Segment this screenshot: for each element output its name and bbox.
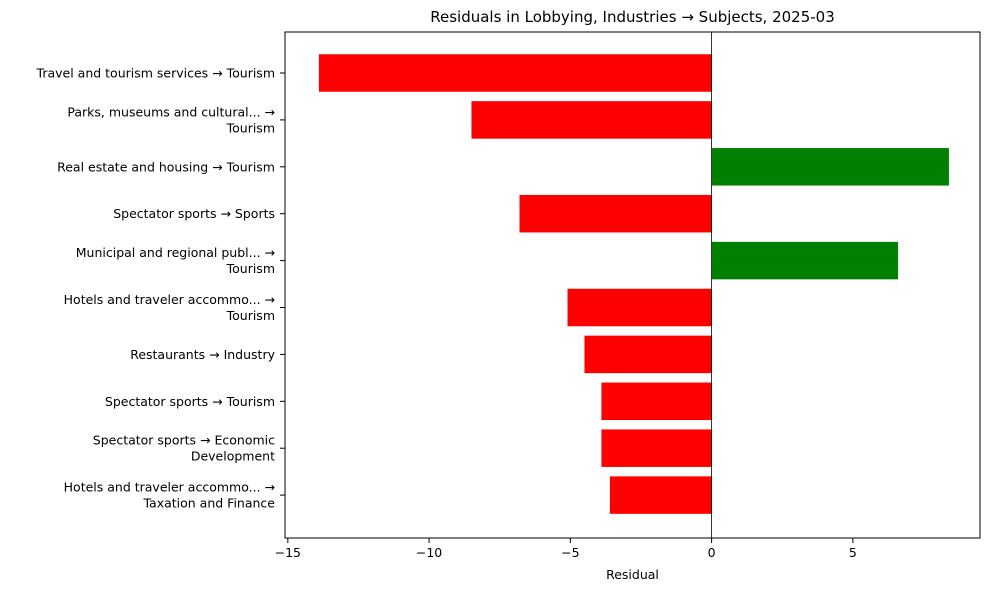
- y-tick-label-9: Hotels and traveler accommo... → Taxation…: [64, 480, 276, 511]
- bar-6: [584, 335, 712, 374]
- bar-5: [567, 288, 712, 327]
- chart-title: Residuals in Lobbying, Industries → Subj…: [430, 8, 835, 26]
- y-tick-label-6: Restaurants → Industry: [130, 347, 275, 362]
- bar-8: [601, 429, 712, 467]
- bar-1: [471, 101, 712, 139]
- x-axis-label: Residual: [606, 567, 659, 582]
- x-tick-label-3: 0: [708, 545, 716, 560]
- y-tick-label-2: Real estate and housing → Tourism: [57, 159, 275, 174]
- x-axis-ticks: −15 −10 −5 0 5: [275, 538, 857, 560]
- x-tick-label-0: −15: [275, 545, 301, 560]
- y-tick-label-7: Spectator sports → Tourism: [105, 394, 275, 409]
- y-tick-label-5: Hotels and traveler accommo... → Tourism: [64, 292, 275, 323]
- y-tick-label-0: Travel and tourism services → Tourism: [36, 66, 275, 81]
- bar-9: [609, 476, 712, 514]
- y-tick-label-8: Spectator sports → Economic Development: [93, 433, 275, 464]
- bar-3: [519, 194, 712, 233]
- bars-group: [318, 54, 949, 514]
- bar-2: [711, 148, 949, 186]
- y-tick-label-3: Spectator sports → Sports: [113, 206, 275, 221]
- x-tick-label-1: −10: [416, 545, 442, 560]
- bar-0: [318, 54, 712, 92]
- x-tick-label-2: −5: [561, 545, 579, 560]
- y-tick-label-1: Parks, museums and cultural... → Tourism: [67, 104, 275, 135]
- bar-7: [601, 382, 712, 421]
- x-tick-label-4: 5: [849, 545, 857, 560]
- y-tick-label-4: Municipal and regional publ... → Tourism: [76, 245, 275, 276]
- plot-area-frame: [284, 31, 981, 539]
- y-axis-ticks: Travel and tourism services → Tourism Par…: [36, 66, 285, 511]
- bar-4: [711, 241, 899, 280]
